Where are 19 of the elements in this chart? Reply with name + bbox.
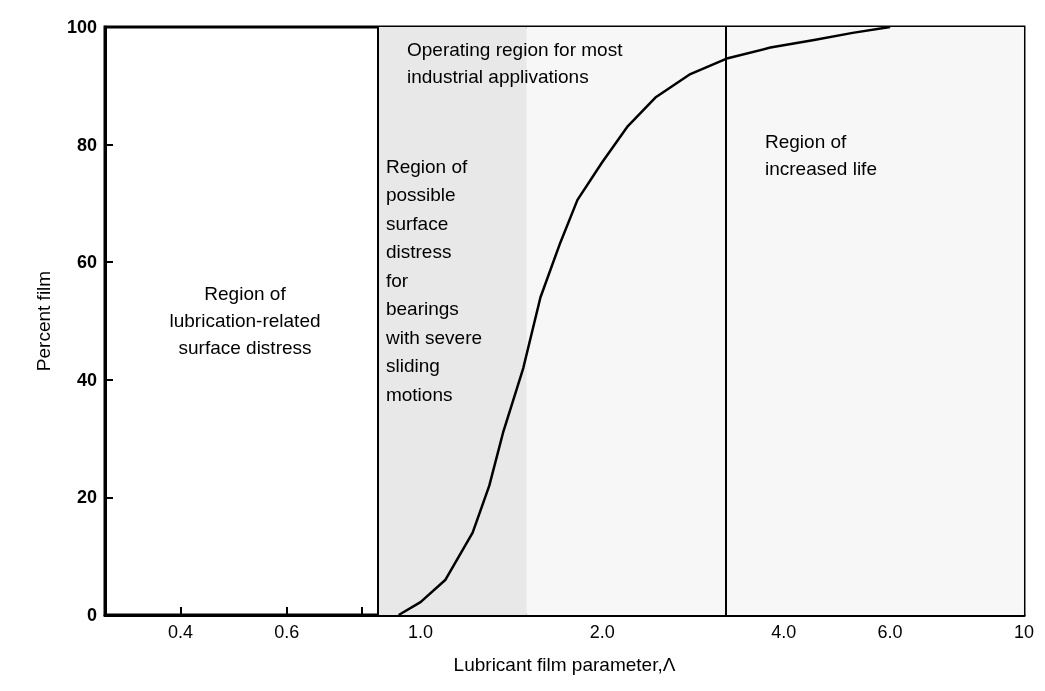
y-axis-title: Percent film — [33, 270, 54, 372]
x-tick-label: 6.0 — [877, 622, 903, 642]
annotation: Region of lubrication-related surface distress — [169, 283, 321, 358]
x-tick-label: 0.6 — [274, 622, 300, 642]
y-tick-label: 0 — [86, 605, 97, 625]
x-tick-label: 10 — [1013, 622, 1034, 642]
x-tick-label: 1.0 — [408, 622, 434, 642]
y-tick-label: 80 — [76, 134, 97, 155]
x-axis-title: Lubricant film parameter,Λ — [453, 654, 676, 675]
annotation: Region of increased life — [765, 131, 877, 179]
y-tick-label: 100 — [66, 17, 97, 37]
y-tick-label: 60 — [76, 252, 97, 273]
y-tick-label: 20 — [76, 487, 97, 508]
x-tick-label: 0.4 — [167, 622, 193, 642]
x-tick-label: 4.0 — [771, 622, 797, 642]
text: Region of possible surface distress for bearings with severe sliding motions — [385, 155, 483, 405]
x-tick-label: 2.0 — [589, 622, 615, 642]
y-tick-label: 40 — [76, 369, 97, 390]
annotation: Operating region for most industrial applivations — [407, 39, 624, 87]
